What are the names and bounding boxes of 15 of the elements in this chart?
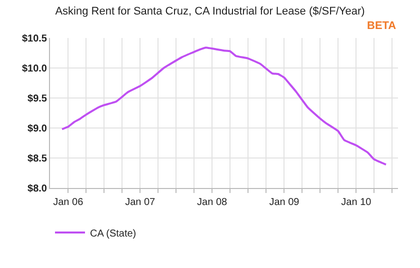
text: BETA <box>367 20 396 32</box>
y-tick-label: $9.0 <box>28 124 48 134</box>
line-series <box>61 46 387 166</box>
x-tick-label: Jan 08 <box>197 197 228 208</box>
legend-label: CA (State) <box>90 228 136 240</box>
y-tick-label: $8.5 <box>28 154 48 164</box>
y-tick-label: $8.0 <box>28 184 48 194</box>
x-tick-label: Jan 07 <box>125 197 156 208</box>
x-tick-label: Jan 06 <box>53 197 84 208</box>
x-tick-label: Jan 10 <box>341 197 372 208</box>
y-tick-label: $10.0 <box>22 64 48 74</box>
y-tick-label: $10.5 <box>22 34 48 44</box>
y-tick-label: $9.5 <box>28 94 48 104</box>
x-tick-label: Jan 09 <box>269 197 300 208</box>
chart-title: Asking Rent for Santa Cruz, CA Industrial for Lease ($/SF/Year) <box>55 5 365 18</box>
